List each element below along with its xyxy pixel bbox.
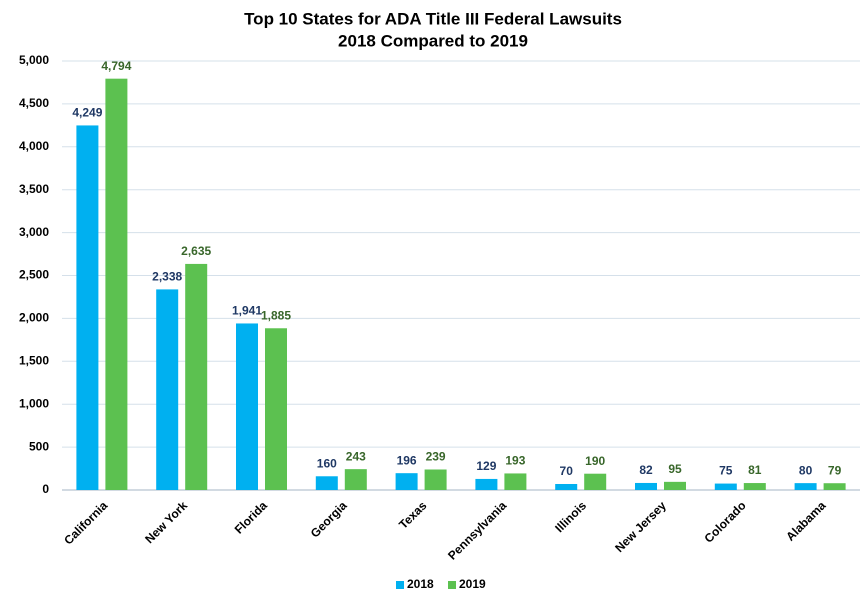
y-tick-label: 5,000 bbox=[19, 53, 49, 67]
y-tick-label: 2,000 bbox=[19, 311, 49, 325]
legend-swatch bbox=[448, 581, 456, 589]
bar bbox=[664, 481, 686, 490]
x-tick-label: California bbox=[61, 498, 110, 547]
value-label: 95 bbox=[668, 462, 682, 476]
value-label: 196 bbox=[397, 453, 417, 467]
bar bbox=[424, 469, 447, 490]
y-tick-label: 3,000 bbox=[19, 225, 49, 239]
value-label: 70 bbox=[560, 464, 574, 478]
x-tick-label: New Jersey bbox=[612, 498, 669, 555]
x-tick-label: Texas bbox=[396, 498, 430, 532]
y-tick-label: 500 bbox=[29, 439, 49, 453]
legend-swatch bbox=[396, 581, 404, 589]
bar bbox=[315, 476, 338, 490]
chart-subtitle: 2018 Compared to 2019 bbox=[338, 31, 528, 50]
value-label: 239 bbox=[426, 450, 446, 464]
bar bbox=[236, 323, 258, 490]
bar bbox=[265, 328, 287, 490]
bar bbox=[344, 469, 367, 490]
value-label: 4,249 bbox=[72, 106, 102, 120]
value-label: 1,885 bbox=[261, 308, 291, 322]
bar bbox=[185, 263, 208, 490]
legend-label: 2018 bbox=[407, 577, 434, 591]
x-tick-label: Georgia bbox=[308, 498, 350, 540]
bar bbox=[743, 483, 766, 490]
x-tick-label: Colorado bbox=[702, 498, 749, 545]
bar bbox=[156, 289, 179, 490]
value-label: 190 bbox=[585, 454, 605, 468]
value-label: 1,941 bbox=[232, 304, 262, 318]
bar bbox=[794, 483, 817, 490]
x-tick-label: Alabama bbox=[783, 498, 829, 544]
value-label: 82 bbox=[639, 463, 653, 477]
legend-label: 2019 bbox=[459, 577, 486, 591]
y-tick-label: 0 bbox=[42, 482, 49, 496]
bar bbox=[395, 473, 418, 490]
x-tick-label: Florida bbox=[232, 498, 270, 536]
value-label: 2,635 bbox=[181, 244, 211, 258]
bar bbox=[475, 478, 498, 490]
bar bbox=[823, 483, 846, 490]
y-tick-label: 1,500 bbox=[19, 353, 49, 367]
y-tick-label: 4,500 bbox=[19, 96, 49, 110]
bar bbox=[584, 473, 607, 490]
x-tick-label: Pennsylvania bbox=[445, 498, 509, 562]
bar bbox=[105, 78, 128, 490]
value-label: 129 bbox=[476, 459, 496, 473]
bar bbox=[555, 483, 578, 490]
value-label: 4,794 bbox=[101, 59, 131, 73]
x-tick-label: New York bbox=[142, 498, 190, 546]
y-tick-label: 3,500 bbox=[19, 182, 49, 196]
bar bbox=[76, 125, 99, 491]
value-label: 80 bbox=[799, 463, 813, 477]
value-label: 243 bbox=[346, 449, 366, 463]
value-label: 79 bbox=[828, 463, 842, 477]
value-label: 193 bbox=[505, 454, 525, 468]
bar bbox=[714, 483, 737, 490]
y-tick-label: 1,000 bbox=[19, 396, 49, 410]
value-label: 75 bbox=[719, 464, 733, 478]
x-tick-label: Illinois bbox=[552, 498, 589, 535]
chart-title: Top 10 States for ADA Title III Federal … bbox=[244, 9, 622, 28]
y-tick-label: 2,500 bbox=[19, 268, 49, 282]
bar bbox=[635, 482, 657, 490]
value-label: 2,338 bbox=[152, 270, 182, 284]
y-tick-label: 4,000 bbox=[19, 139, 49, 153]
bar bbox=[504, 473, 527, 490]
value-label: 81 bbox=[748, 463, 762, 477]
value-label: 160 bbox=[317, 456, 337, 470]
